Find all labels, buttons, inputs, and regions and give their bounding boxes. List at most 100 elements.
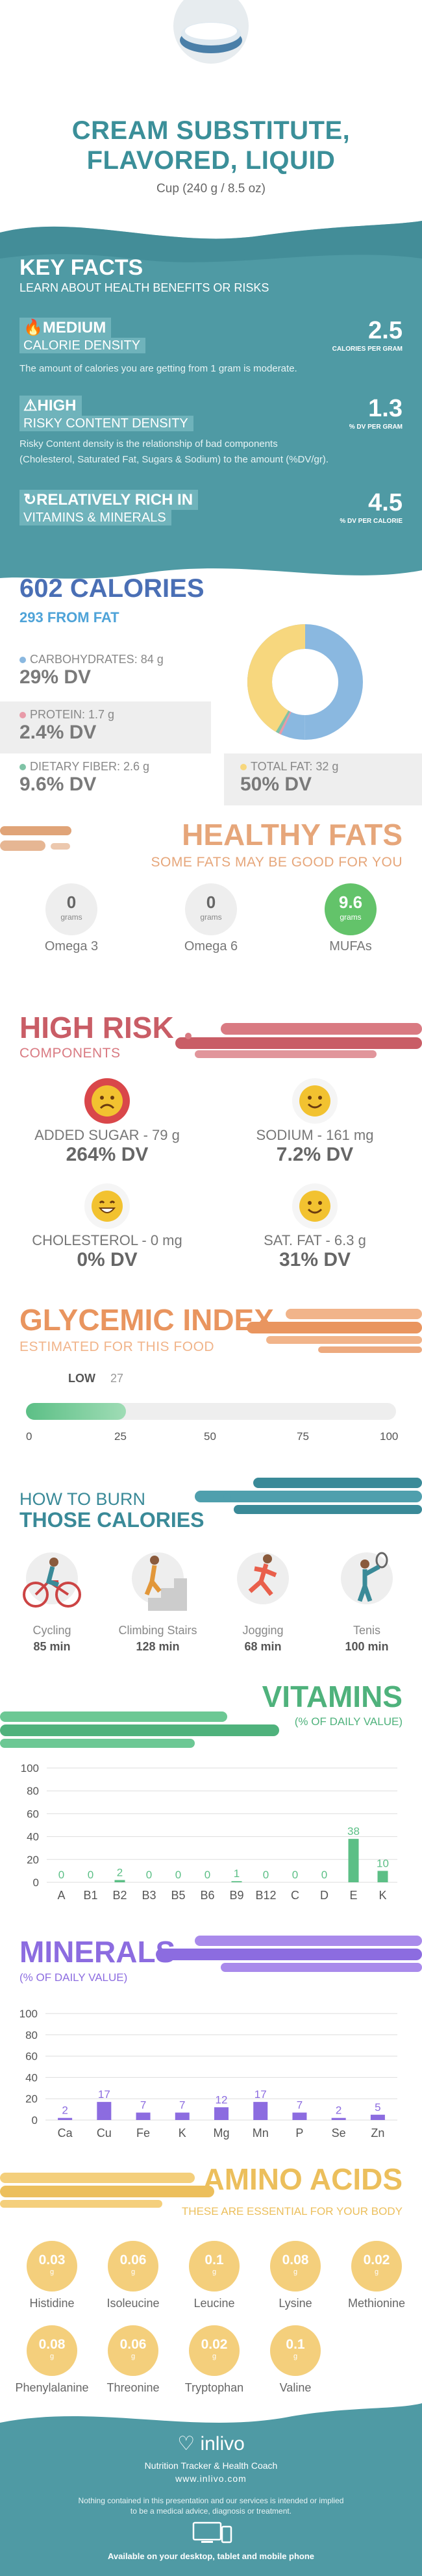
amino-value: 0.06 — [119, 2253, 147, 2267]
vitamins-rich-tag: ↻RELATIVELY RICH IN — [19, 490, 199, 510]
fat-box — [224, 753, 422, 805]
healthy-fats-subtitle: SOME FATS MAY BE GOOD FOR YOU — [151, 855, 403, 870]
stairs-name: Climbing Stairs — [118, 1624, 197, 1637]
category-label: K — [179, 2127, 186, 2140]
amino-item: 0.1 g Leucine — [172, 2241, 256, 2310]
calories-donut-chart — [247, 624, 363, 740]
amino-value: 0.06 — [119, 2337, 147, 2352]
amino-item: 0.03 g Histidine — [10, 2241, 94, 2310]
calorie-density-subtag: CALORIE DENSITY — [19, 338, 146, 353]
value-label: 7 — [179, 2099, 185, 2112]
heart-icon: ♡ — [177, 2433, 195, 2455]
amino-unit: g — [49, 2268, 55, 2276]
vitamins-rich-subtag: VITAMINS & MINERALS — [19, 510, 171, 525]
fiber-dot — [19, 764, 26, 771]
amino-bubble: 0.06 g — [108, 2325, 158, 2376]
carbs-item: CARBOHYDRATES: 84 g 29% DV — [19, 653, 164, 688]
y-tick-label: 80 — [25, 2029, 38, 2041]
high-risk-title: HIGH RISK — [19, 1011, 174, 1044]
high-risk-subtitle: COMPONENTS — [19, 1046, 121, 1061]
amino-value: 0.08 — [282, 2253, 309, 2267]
value-label: 0 — [292, 1869, 298, 1881]
amino-unit: g — [212, 2353, 217, 2360]
category-label: Zn — [371, 2127, 384, 2140]
flame-icon: 🔥 — [23, 319, 43, 336]
cholesterol-item: CHOLESTEROL - 0 mg 0% DV — [13, 1183, 201, 1271]
value-label: 5 — [375, 2101, 380, 2114]
sodium-item: SODIUM - 161 mg 7.2% DV — [221, 1078, 409, 1166]
tennis-time: 100 min — [345, 1640, 389, 1653]
amino-name: Tryptophan — [184, 2381, 244, 2394]
category-label: D — [320, 1889, 329, 1902]
amino-bubble: 0.02 g — [189, 2325, 240, 2376]
footer-url[interactable]: www.inlivo.com — [175, 2473, 247, 2484]
glycemic-tick-100: 100 — [380, 1430, 399, 1443]
category-label: P — [295, 2127, 303, 2140]
risky-density-value: 1.3 — [368, 395, 403, 422]
vitamins-subtitle: (% OF DAILY VALUE) — [294, 1715, 403, 1728]
amino-item: 0.06 g Threonine — [91, 2325, 175, 2395]
value-label: 1 — [234, 1867, 240, 1880]
risky-density-subtag: RISKY CONTENT DENSITY — [19, 416, 193, 431]
value-label: 2 — [62, 2104, 68, 2117]
y-tick-label: 60 — [27, 1808, 39, 1820]
category-label: K — [379, 1889, 386, 1902]
sad-face-icon — [84, 1078, 130, 1124]
carbs-dot — [19, 657, 26, 664]
amino-value: 0.1 — [286, 2337, 305, 2352]
bar — [377, 1871, 388, 1882]
bar — [97, 2102, 112, 2120]
bar — [214, 2107, 229, 2120]
y-tick-label: 40 — [27, 1831, 39, 1843]
fat-item: TOTAL FAT: 32 g 50% DV — [240, 760, 339, 795]
value-label: 0 — [175, 1869, 181, 1881]
glycemic-tick-75: 75 — [297, 1430, 309, 1443]
amino-item: 0.06 g Isoleucine — [91, 2241, 175, 2310]
tennis-item — [318, 1546, 416, 1621]
y-tick-label: 20 — [27, 1854, 39, 1866]
key-facts-title: KEY FACTS — [19, 255, 143, 280]
y-tick-label: 20 — [25, 2093, 38, 2105]
value-label: 17 — [98, 2088, 110, 2101]
value-label: 0 — [263, 1869, 269, 1881]
bar — [114, 1880, 125, 1882]
amino-name: Lysine — [279, 2297, 312, 2310]
category-label: Cu — [97, 2127, 112, 2140]
amino-bubble: 0.06 g — [108, 2241, 158, 2292]
risky-density-desc: Risky Content density is the relationshi… — [19, 438, 329, 465]
amino-unit: g — [293, 2353, 298, 2360]
bar — [348, 1839, 359, 1882]
glycemic-value: 27 — [110, 1372, 124, 1385]
amino-name: Phenylalanine — [15, 2381, 89, 2394]
vitamins-title: VITAMINS — [262, 1680, 403, 1713]
vitamins-rich-value: 4.5 — [368, 489, 403, 516]
protein-item: PROTEIN: 1.7 g 2.4% DV — [19, 708, 115, 743]
category-label: B9 — [229, 1889, 243, 1902]
high-risk-decoration — [175, 1023, 422, 1058]
y-tick-label: 0 — [32, 2114, 38, 2127]
value-label: 7 — [140, 2099, 146, 2112]
vitamins-chart: 0204060801000A0B12B20B30B50B61B90B120C0D… — [21, 1762, 397, 1902]
footer-background — [0, 2403, 422, 2576]
cycling-time: 85 min — [33, 1640, 71, 1653]
footer-available: Available on your desktop, tablet and mo… — [107, 2551, 315, 2561]
footer-brand: ♡ inlivo — [177, 2433, 245, 2455]
burn-title-line1: HOW TO BURN — [19, 1489, 146, 1509]
amino-value: 0.02 — [363, 2253, 390, 2267]
amino-unit: g — [293, 2268, 298, 2276]
risky-density-tag: ⚠HIGH — [19, 396, 82, 416]
bar — [58, 2117, 73, 2120]
value-label: 0 — [58, 1869, 64, 1881]
devices-icon — [192, 2521, 232, 2544]
sat-fat-item: SAT. FAT - 6.3 g 31% DV — [221, 1183, 409, 1271]
amino-item: 0.08 g Phenylalanine — [10, 2325, 94, 2395]
value-label: 10 — [377, 1857, 389, 1869]
amino-unit: g — [130, 2268, 136, 2276]
serving-size: Cup (240 g / 8.5 oz) — [156, 182, 266, 196]
category-label: B5 — [171, 1889, 185, 1902]
amino-name: Valine — [279, 2381, 312, 2394]
page-title: CREAM SUBSTITUTE, FLAVORED, LIQUID — [71, 116, 351, 175]
amino-title: AMINO ACIDS — [203, 2162, 403, 2196]
value-label: 2 — [117, 1866, 123, 1878]
calorie-density-value: 2.5 — [368, 317, 403, 344]
